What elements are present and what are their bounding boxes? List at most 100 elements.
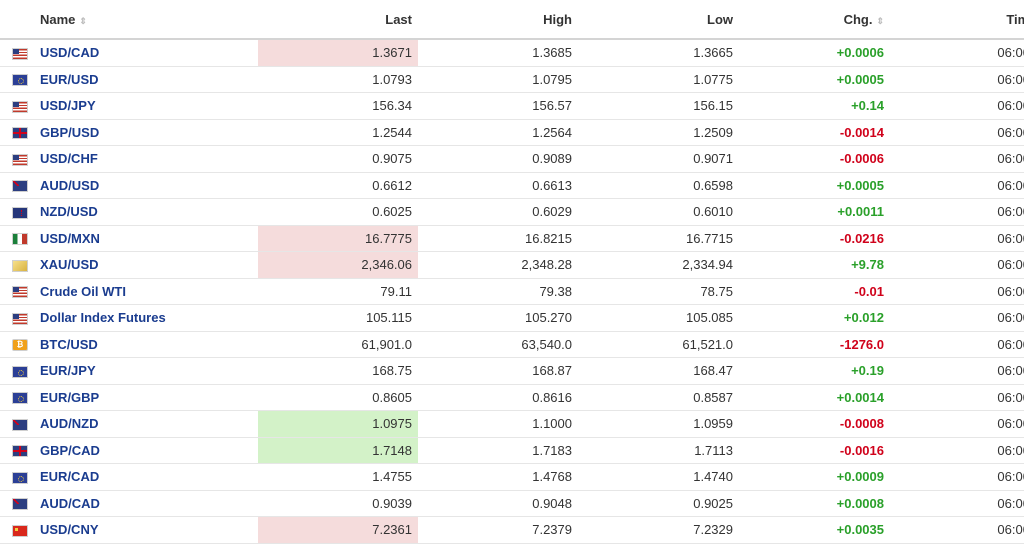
change-cell: +0.0005 [739, 172, 890, 199]
instrument-link[interactable]: AUD/USD [40, 177, 100, 193]
instrument-name-cell: AUD/CAD [40, 490, 258, 517]
flag-cell [0, 384, 40, 411]
instrument-name-cell: USD/MXN [40, 225, 258, 252]
flag-au-icon [12, 180, 28, 193]
instrument-link[interactable]: USD/CNY [40, 522, 99, 538]
flag-eu-icon [12, 392, 28, 405]
last-price-cell: 2,346.06 [258, 251, 418, 279]
last-price-cell: 0.9075 [258, 145, 418, 173]
instrument-link[interactable]: EUR/CAD [40, 469, 100, 485]
sort-icon[interactable]: ⇕ [79, 15, 87, 26]
table-row[interactable]: Crude Oil WTI 79.1179.3878.75-0.0106:00:0… [0, 278, 1024, 305]
instrument-name-cell: EUR/CAD [40, 463, 258, 491]
instrument-link[interactable]: USD/MXN [40, 230, 100, 246]
time-cell: 06:00:08 [890, 251, 1024, 279]
time-cell: 06:00:08 [890, 410, 1024, 438]
low-price-cell: 0.6010 [578, 198, 739, 226]
flag-us-icon [12, 286, 28, 299]
instrument-name-cell: USD/CAD [40, 39, 258, 67]
flag-nz-icon [12, 206, 28, 219]
last-price-cell: 0.9039 [258, 490, 418, 517]
time-column-header[interactable]: Time⇕ [890, 0, 1024, 40]
high-price-cell: 1.2564 [418, 119, 578, 146]
change-cell: +0.0011 [739, 198, 890, 226]
high-price-cell: 1.3685 [418, 39, 578, 67]
flag-cell: ₿ [0, 331, 40, 358]
table-row[interactable]: Dollar Index Futures 105.115 105.270 105.08… [0, 304, 1024, 332]
instrument-link[interactable]: USD/CHF [40, 151, 98, 167]
instrument-name-cell: GBP/USD [40, 119, 258, 146]
flag-cell [0, 119, 40, 146]
instrument-link[interactable]: AUD/NZD [40, 416, 99, 432]
instrument-link[interactable]: EUR/JPY [40, 363, 96, 379]
instrument-link[interactable]: NZD/USD [40, 204, 98, 220]
low-price-cell: 1.0775 [578, 66, 739, 93]
flag-cell [0, 437, 40, 464]
time-cell: 06:00:07 [890, 145, 1024, 173]
high-price-cell: 2,348.28 [418, 251, 578, 279]
instrument-link[interactable]: AUD/CAD [40, 495, 100, 511]
instrument-name-cell: GBP/CAD [40, 437, 258, 464]
change-cell: +0.0014 [739, 384, 890, 411]
flag-cell [0, 278, 40, 305]
flag-cell [0, 516, 40, 544]
high-price-cell: 1.7183 [418, 437, 578, 464]
table-row[interactable]: ₿ BTC/USD 61,901.0 63,540.0 61,521.0 -1276.0 0… [0, 331, 1024, 358]
chg-column-header[interactable]: Chg. ⇕ [739, 0, 890, 40]
high-price-cell: 16.8215 [418, 225, 578, 252]
change-cell: +0.19 [739, 357, 890, 385]
flag-cell [0, 172, 40, 199]
instrument-name-cell: EUR/JPY [40, 357, 258, 385]
table-row[interactable]: XAU/USD 2,346.06 2,348.28 2,334.94 +9.78 06:0… [0, 251, 1024, 279]
instrument-link[interactable]: EUR/GBP [40, 389, 100, 405]
change-cell: +0.012 [739, 304, 890, 332]
instrument-link[interactable]: GBP/CAD [40, 442, 100, 458]
table-row[interactable]: USD/MXN 16.777516.821516.7715-0.021606:00… [0, 225, 1024, 252]
instrument-link[interactable]: USD/JPY [40, 98, 96, 114]
change-cell: -0.0014 [739, 119, 890, 146]
flag-column-header [0, 0, 40, 40]
sort-icon[interactable]: ⇕ [876, 15, 884, 26]
flag-us-icon [12, 312, 28, 325]
flag-cell [0, 251, 40, 279]
high-header-label: High [543, 11, 572, 27]
instrument-link[interactable]: USD/CAD [40, 45, 100, 61]
instrument-name-cell: NZD/USD [40, 198, 258, 226]
change-cell: +0.0006 [739, 39, 890, 67]
low-price-cell: 1.4740 [578, 463, 739, 491]
time-cell: 06:00:06 [890, 463, 1024, 491]
name-column-header[interactable]: Name ⇕ [40, 0, 258, 40]
high-price-cell: 0.8616 [418, 384, 578, 411]
instrument-link[interactable]: XAU/USD [40, 257, 99, 273]
instrument-link[interactable]: Crude Oil WTI [40, 283, 126, 299]
instrument-link[interactable]: Dollar Index Futures [40, 310, 166, 326]
flag-btc-icon: ₿ [12, 339, 28, 352]
flag-us-icon [12, 153, 28, 166]
time-header-label: Time [1006, 11, 1024, 27]
low-price-cell: 7.2329 [578, 516, 739, 544]
flag-cell [0, 410, 40, 438]
flag-au-icon [12, 498, 28, 511]
instrument-link[interactable]: GBP/USD [40, 124, 100, 140]
instrument-link[interactable]: EUR/USD [40, 71, 99, 87]
instrument-name-cell: AUD/NZD [40, 410, 258, 438]
flag-cell [0, 66, 40, 93]
instrument-link[interactable]: BTC/USD [40, 336, 98, 352]
last-price-cell: 0.6025 [258, 198, 418, 226]
high-price-cell: 7.2379 [418, 516, 578, 544]
